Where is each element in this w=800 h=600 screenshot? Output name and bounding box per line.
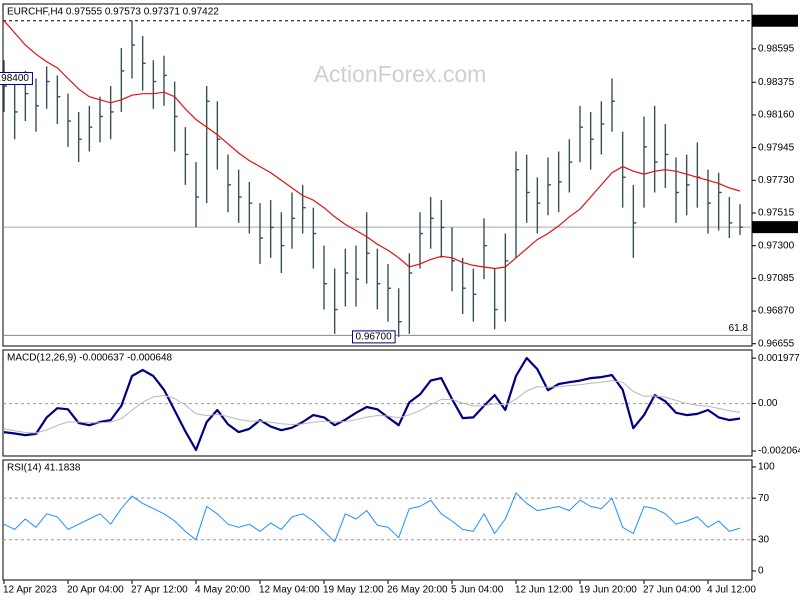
annotation-box	[352, 330, 396, 344]
annotation-label: 0.98400	[0, 73, 29, 84]
y-tick-label: 100	[758, 462, 775, 473]
x-tick-label: 12 Jun 12:00	[515, 585, 573, 596]
y-tick-label: -0.002064	[758, 446, 800, 457]
x-tick-label: 26 May 20:00	[387, 585, 448, 596]
y-tick-label: 0.98375	[758, 77, 795, 88]
y-tick-label: 0.98595	[758, 43, 795, 54]
last-price-label-box	[752, 221, 798, 234]
x-tick-label: 12 May 04:00	[259, 585, 320, 596]
y-tick-label: 0.98160	[758, 110, 795, 121]
last-price-label: 0.97422	[756, 222, 793, 233]
series-line	[3, 380, 741, 434]
x-tick-label: 4 May 20:00	[195, 585, 250, 596]
y-tick-label: 0.97945	[758, 142, 795, 153]
annotation-box	[0, 71, 33, 85]
y-tick-label: 0.96870	[758, 306, 795, 317]
x-tick-label: 4 Jul 12:00	[707, 585, 756, 596]
y-tick-label: 0	[758, 566, 764, 577]
annotation-label: 0.96700	[356, 332, 393, 343]
y-tick-label: 70	[758, 493, 770, 504]
x-tick-label: 5 Jun 04:00	[451, 585, 504, 596]
panel-title: RSI(14) 41.1838	[7, 463, 81, 474]
y-tick-label: 0.97085	[758, 273, 795, 284]
y-tick-label: 0.97300	[758, 240, 795, 251]
x-tick-label: 20 Apr 04:00	[67, 585, 124, 596]
panel-frame	[2, 459, 753, 581]
series-line	[3, 356, 741, 452]
x-tick-label: 19 May 12:00	[323, 585, 384, 596]
watermark: ActionForex.com	[314, 61, 487, 87]
y-tick-label: 0.00	[758, 398, 778, 409]
x-tick-label: 12 Apr 2023	[3, 585, 57, 596]
series-line	[3, 492, 741, 543]
panel-frame	[2, 349, 753, 457]
level-label: 0.98780	[756, 15, 793, 26]
y-tick-label: 0.97515	[758, 208, 795, 219]
panel-title: MACD(12,26,9) -0.000637 -0.000648	[7, 353, 173, 364]
x-tick-label: 27 Apr 12:00	[131, 585, 188, 596]
panel-title: EURCHF,H4 0.97555 0.97573 0.97371 0.9742…	[7, 7, 219, 18]
x-tick-label: 27 Jun 04:00	[643, 585, 701, 596]
y-tick-label: 0.001977	[758, 353, 800, 364]
x-tick-label: 19 Jun 20:00	[579, 585, 637, 596]
level-label-box	[752, 14, 798, 27]
y-tick-label: 0.96655	[758, 338, 795, 349]
fib-label: 61.8	[729, 323, 749, 334]
moving-average	[3, 20, 741, 270]
y-tick-label: 0.97730	[758, 175, 795, 186]
y-tick-label: 30	[758, 534, 770, 545]
